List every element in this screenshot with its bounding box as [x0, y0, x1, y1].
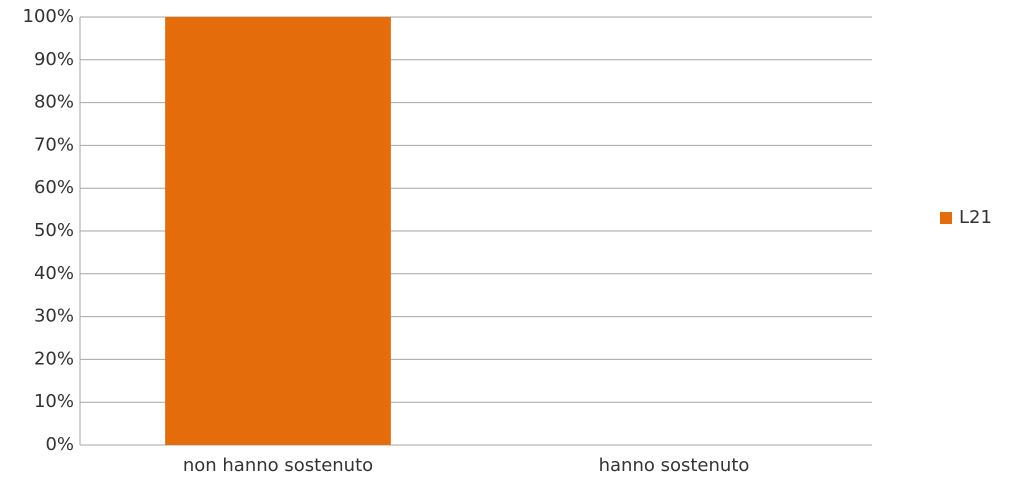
legend-label: L21	[959, 207, 992, 228]
x-tick-label: non hanno sostenuto	[183, 455, 373, 476]
y-tick-label: 90%	[34, 49, 74, 70]
y-tick-label: 100%	[23, 6, 74, 27]
bar	[165, 17, 391, 445]
y-tick-label: 80%	[34, 92, 74, 113]
y-tick-label: 60%	[34, 177, 74, 198]
y-tick-label: 20%	[34, 348, 74, 369]
y-tick-label: 30%	[34, 306, 74, 327]
y-tick-label: 50%	[34, 220, 74, 241]
y-tick-label: 0%	[45, 434, 74, 455]
y-tick-label: 40%	[34, 263, 74, 284]
legend-swatch	[940, 212, 952, 224]
x-tick-label: hanno sostenuto	[599, 455, 750, 476]
y-tick-label: 10%	[34, 391, 74, 412]
y-tick-label: 70%	[34, 134, 74, 155]
